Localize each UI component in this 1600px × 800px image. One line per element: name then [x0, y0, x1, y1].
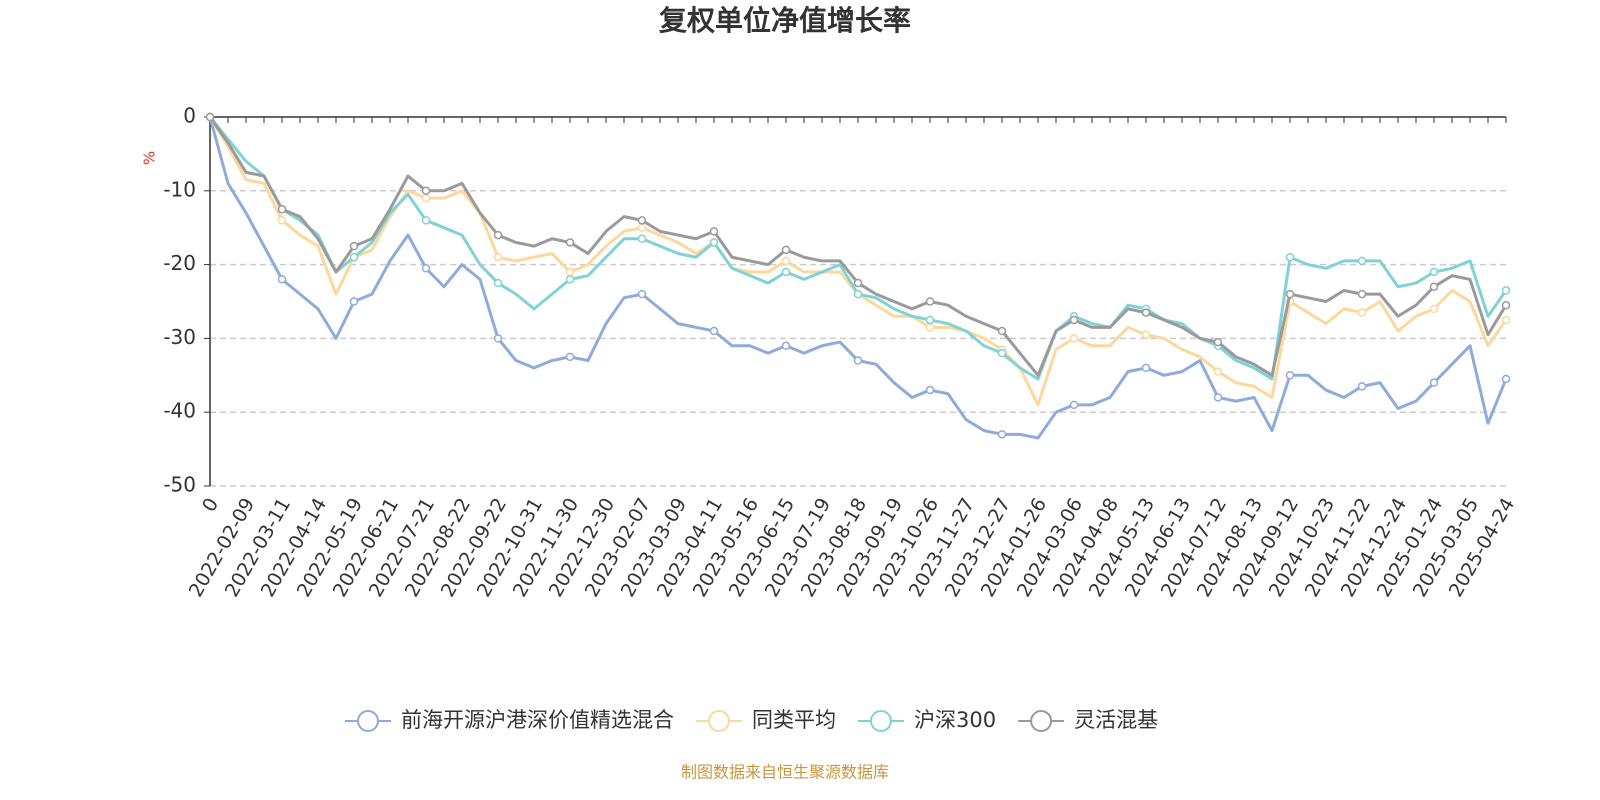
point-marker: [853, 356, 863, 365]
footer: 制图数据来自恒生聚源数据库: [681, 763, 889, 782]
series-line: [208, 116, 1508, 440]
point-marker: [1141, 363, 1151, 373]
legend-marker: [708, 710, 730, 732]
point-marker: [853, 278, 863, 288]
point-marker: [781, 267, 791, 277]
point-marker: [1429, 267, 1439, 277]
point-marker: [997, 326, 1007, 336]
point-marker: [1285, 289, 1295, 299]
point-marker: [493, 230, 503, 240]
series-line: [208, 116, 1508, 381]
point-marker: [493, 278, 503, 288]
y-tick-label: -40: [163, 399, 196, 423]
point-marker: [349, 241, 359, 251]
point-marker: [1501, 315, 1511, 325]
point-marker: [637, 289, 647, 299]
point-marker: [1285, 371, 1295, 380]
point-marker: [1429, 304, 1439, 314]
point-marker: [421, 216, 431, 225]
point-marker: [565, 267, 575, 277]
point-marker: [1285, 252, 1295, 262]
y-tick-label: -20: [163, 251, 196, 275]
point-marker: [1357, 382, 1367, 391]
point-marker: [277, 275, 287, 284]
point-marker: [1069, 334, 1079, 343]
y-tick-label: -10: [163, 177, 196, 201]
series-line: [208, 116, 1508, 377]
legend-label: 同类平均: [752, 708, 836, 732]
chart-title: 复权单位净值增长率: [659, 4, 911, 37]
point-marker: [1141, 330, 1151, 339]
point-marker: [709, 238, 719, 247]
point-marker: [925, 385, 935, 395]
legend-label: 前海开源沪港深价值精选混合: [401, 708, 674, 732]
point-marker: [1213, 367, 1223, 376]
x-tick-label: 0: [198, 494, 223, 515]
point-marker: [637, 234, 647, 244]
point-marker: [277, 205, 287, 214]
point-marker: [421, 193, 431, 203]
y-tick-label: -50: [163, 473, 196, 497]
point-marker: [709, 227, 719, 236]
legend: 前海开源沪港深价值精选混合 同类平均 沪深300 灵活混基: [345, 708, 1158, 732]
point-marker: [565, 238, 575, 247]
legend-marker: [1030, 710, 1053, 732]
point-marker: [1501, 300, 1511, 310]
point-marker: [1213, 337, 1223, 347]
legend-marker: [357, 710, 379, 732]
point-marker: [421, 264, 431, 273]
point-marker: [1357, 289, 1367, 299]
point-marker: [1501, 374, 1511, 384]
legend-label: 灵活混基: [1074, 708, 1158, 732]
point-marker: [997, 430, 1007, 439]
point-marker: [349, 252, 359, 262]
point-marker: [925, 297, 935, 306]
point-marker: [781, 245, 791, 255]
point-marker: [1429, 282, 1439, 291]
point-marker: [997, 348, 1007, 358]
point-marker: [277, 216, 287, 225]
y-tick-label: -30: [163, 325, 196, 349]
point-marker: [925, 323, 935, 332]
y-axis-label: %: [141, 151, 159, 165]
point-marker: [1069, 315, 1079, 325]
point-marker: [1501, 286, 1511, 295]
point-marker: [1357, 256, 1367, 266]
point-marker: [565, 275, 575, 284]
point-marker: [349, 297, 359, 306]
point-marker: [565, 352, 575, 362]
point-marker: [1069, 400, 1079, 410]
point-marker: [1213, 393, 1223, 402]
point-marker: [637, 216, 647, 225]
legend-marker: [870, 710, 892, 732]
point-marker: [1357, 308, 1367, 317]
point-marker: [709, 326, 719, 336]
point-marker: [493, 252, 503, 262]
point-marker: [493, 334, 503, 343]
point-marker: [925, 315, 935, 325]
point-marker: [853, 289, 863, 299]
point-marker: [205, 112, 215, 122]
point-marker: [781, 256, 791, 266]
legend-label: 沪深300: [914, 708, 996, 732]
point-marker: [781, 341, 791, 351]
point-marker: [637, 223, 647, 232]
point-marker: [1141, 308, 1151, 317]
point-marker: [421, 186, 431, 196]
y-tick-label: 0: [183, 104, 196, 128]
point-marker: [1429, 378, 1439, 387]
